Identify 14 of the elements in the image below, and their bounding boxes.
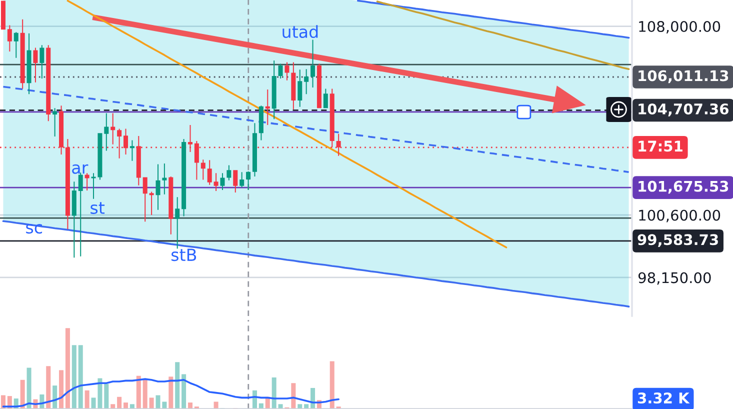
annotation: utad bbox=[282, 25, 318, 38]
y-tick-label: 108,000.00 bbox=[639, 20, 720, 34]
annotation: stB bbox=[171, 248, 196, 262]
text: 3.32 K bbox=[638, 392, 690, 404]
annotation: ar bbox=[72, 164, 88, 174]
ref-line-label: 99,583.73 bbox=[638, 234, 718, 248]
ref-line-label: 106,011.13 bbox=[638, 70, 728, 84]
text: 17:51 bbox=[638, 140, 682, 152]
annotation: sc bbox=[26, 224, 42, 234]
annotation: st bbox=[90, 202, 105, 214]
y-tick-label: 98,150.00 bbox=[638, 272, 711, 285]
y-tick-label: 100,600.00 bbox=[639, 210, 720, 222]
ref-line-label: 104,707.36 bbox=[638, 103, 728, 116]
ref-line-label: 101,675.53 bbox=[638, 180, 728, 194]
